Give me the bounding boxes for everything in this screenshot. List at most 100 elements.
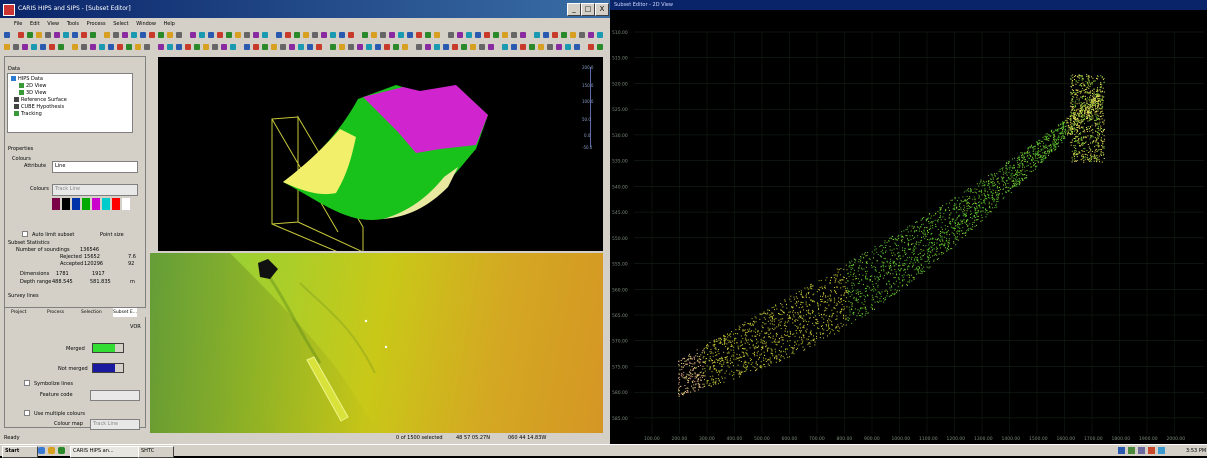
merged-colour-button[interactable] bbox=[92, 343, 124, 353]
toolbar-icon[interactable] bbox=[280, 44, 286, 50]
toolbar-icon[interactable] bbox=[262, 32, 268, 38]
start-button[interactable]: Start bbox=[2, 446, 38, 458]
toolbar-icon[interactable] bbox=[117, 44, 123, 50]
swatch[interactable] bbox=[72, 198, 80, 210]
tree-item-cube-hypothesis[interactable]: CUBE Hypothesis bbox=[14, 104, 64, 110]
toolbar-icon[interactable] bbox=[556, 44, 562, 50]
toolbar-icon[interactable] bbox=[416, 32, 422, 38]
toolbar-icon[interactable] bbox=[90, 44, 96, 50]
toolbar-icon[interactable] bbox=[217, 32, 223, 38]
toolbar-icon[interactable] bbox=[167, 32, 173, 38]
menu-help[interactable]: Help bbox=[163, 21, 175, 27]
toolbar-icon[interactable] bbox=[140, 32, 146, 38]
toolbar-icon[interactable] bbox=[316, 44, 322, 50]
menu-tools[interactable]: Tools bbox=[66, 21, 80, 27]
toolbar-icon[interactable] bbox=[81, 44, 87, 50]
toolbar-icon[interactable] bbox=[588, 44, 594, 50]
toolbar-icon[interactable] bbox=[543, 32, 549, 38]
taskbar-caris-button[interactable]: CARIS HIPS an... bbox=[70, 446, 140, 458]
toolbar-icon[interactable] bbox=[54, 32, 60, 38]
toolbar-icon[interactable] bbox=[393, 44, 399, 50]
toolbar-icon[interactable] bbox=[244, 32, 250, 38]
toolbar-icon[interactable] bbox=[221, 44, 227, 50]
toolbar-icon[interactable] bbox=[262, 44, 268, 50]
toolbar-icon[interactable] bbox=[149, 32, 155, 38]
symbolize-checkbox[interactable] bbox=[24, 380, 30, 386]
toolbar-icon[interactable] bbox=[461, 44, 467, 50]
toolbar-icon[interactable] bbox=[49, 44, 55, 50]
toolbar-icon[interactable] bbox=[99, 44, 105, 50]
toolbar-icon[interactable] bbox=[470, 44, 476, 50]
toolbar-icon[interactable] bbox=[443, 44, 449, 50]
toolbar-icon[interactable] bbox=[597, 32, 603, 38]
minimize-button[interactable]: _ bbox=[567, 3, 581, 16]
swatch[interactable] bbox=[62, 198, 70, 210]
toolbar-icon[interactable] bbox=[375, 44, 381, 50]
toolbar-icon[interactable] bbox=[366, 44, 372, 50]
toolbar-icon[interactable] bbox=[167, 44, 173, 50]
toolbar-icon[interactable] bbox=[271, 44, 277, 50]
menu-edit[interactable]: Edit bbox=[29, 21, 40, 27]
profile-plot[interactable]: 510.00 515.00 520.00 525.00 530.00 535.00 540.… bbox=[610, 10, 1207, 444]
toolbar-icon[interactable] bbox=[226, 32, 232, 38]
swatch[interactable] bbox=[122, 198, 130, 210]
ie-icon[interactable] bbox=[38, 447, 45, 454]
toolbar-icon[interactable] bbox=[371, 32, 377, 38]
toolbar-icon[interactable] bbox=[570, 32, 576, 38]
tree-item-2d-view[interactable]: 2D View bbox=[19, 83, 47, 89]
2d-bathymetry-view[interactable] bbox=[150, 253, 603, 435]
tab-subset-editor[interactable]: Subset E... bbox=[113, 308, 138, 317]
toolbar-icon[interactable] bbox=[384, 44, 390, 50]
toolbar-icon[interactable] bbox=[72, 32, 78, 38]
toolbar-icon[interactable] bbox=[416, 44, 422, 50]
toolbar-icon[interactable] bbox=[597, 44, 603, 50]
tab-selection[interactable]: Selection bbox=[81, 310, 102, 315]
toolbar-icon[interactable] bbox=[131, 32, 137, 38]
tree-item-tracking[interactable]: Tracking bbox=[14, 111, 42, 117]
toolbar-icon[interactable] bbox=[488, 44, 494, 50]
toolbar-icon[interactable] bbox=[457, 32, 463, 38]
folder-icon[interactable] bbox=[48, 447, 55, 454]
toolbar-icon[interactable] bbox=[448, 32, 454, 38]
toolbar-icon[interactable] bbox=[122, 32, 128, 38]
toolbar-icon[interactable] bbox=[534, 32, 540, 38]
menu-file[interactable]: File bbox=[14, 21, 23, 27]
toolbar-icon[interactable] bbox=[588, 32, 594, 38]
tree-item-3d-view[interactable]: 3D View bbox=[19, 90, 47, 96]
toolbar-icon[interactable] bbox=[425, 44, 431, 50]
toolbar-icon[interactable] bbox=[552, 32, 558, 38]
toolbar-icon[interactable] bbox=[547, 44, 553, 50]
toolbar-icon[interactable] bbox=[466, 32, 472, 38]
toolbar-icon[interactable] bbox=[208, 32, 214, 38]
toolbar-icon[interactable] bbox=[158, 32, 164, 38]
toolbar-icon[interactable] bbox=[339, 44, 345, 50]
toolbar-icon[interactable] bbox=[321, 32, 327, 38]
swatch[interactable] bbox=[92, 198, 100, 210]
toolbar-icon[interactable] bbox=[425, 32, 431, 38]
menu-select[interactable]: Select bbox=[113, 21, 129, 27]
toolbar-icon[interactable] bbox=[113, 32, 119, 38]
auto-limit-checkbox[interactable] bbox=[22, 231, 28, 237]
toolbar-icon[interactable] bbox=[199, 32, 205, 38]
toolbar-icon[interactable] bbox=[72, 44, 78, 50]
toolbar-icon[interactable] bbox=[452, 44, 458, 50]
toolbar-icon[interactable] bbox=[312, 32, 318, 38]
toolbar-icon[interactable] bbox=[81, 32, 87, 38]
toolbar-icon[interactable] bbox=[511, 44, 517, 50]
toolbar-icon[interactable] bbox=[203, 44, 209, 50]
swatch[interactable] bbox=[82, 198, 90, 210]
not-merged-colour-button[interactable] bbox=[92, 363, 124, 373]
toolbar-icon[interactable] bbox=[307, 44, 313, 50]
toolbar-icon[interactable] bbox=[235, 32, 241, 38]
toolbar-icon[interactable] bbox=[4, 32, 10, 38]
tree-item-hips-data[interactable]: HIPS Data bbox=[11, 76, 43, 82]
toolbar-icon[interactable] bbox=[194, 44, 200, 50]
taskbar-shtc-button[interactable]: SHTC bbox=[138, 446, 174, 458]
toolbar-icon[interactable] bbox=[479, 44, 485, 50]
toolbar-icon[interactable] bbox=[362, 32, 368, 38]
toolbar-icon[interactable] bbox=[475, 32, 481, 38]
toolbar-icon[interactable] bbox=[579, 32, 585, 38]
toolbar-icon[interactable] bbox=[4, 44, 10, 50]
toolbar-icon[interactable] bbox=[185, 44, 191, 50]
toolbar-icon[interactable] bbox=[493, 32, 499, 38]
